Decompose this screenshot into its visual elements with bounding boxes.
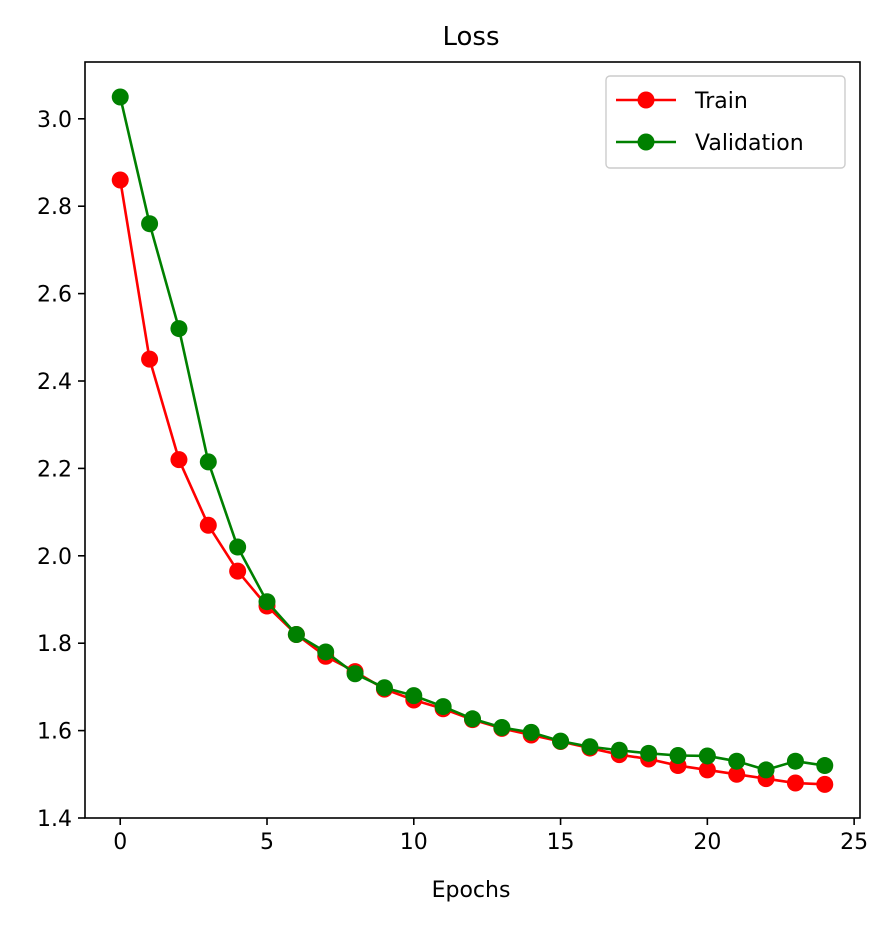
data-point-validation [552,732,570,750]
y-tick-label: 2.0 [37,545,72,570]
data-point-train [816,775,834,793]
data-point-validation [816,757,834,775]
data-point-validation [728,752,746,770]
data-point-train [786,774,804,792]
data-point-validation [111,88,129,106]
data-point-validation [375,679,393,697]
x-tick-label: 20 [693,830,721,855]
data-point-train [111,171,129,189]
y-tick-label: 2.4 [37,370,72,395]
data-point-validation [170,320,188,338]
y-tick-label: 1.6 [37,720,72,745]
plot-area: 0 5 10 15 20 25 1.4 1.6 1.8 2.0 2.2 2.4 2.6 2.8 3.0 Tra… [37,61,868,855]
y-tick-label: 1.8 [37,632,72,657]
data-point-validation [434,698,452,716]
legend-marker-validation [637,133,655,151]
data-point-validation [493,719,511,737]
data-point-train [229,562,247,580]
y-tick-label: 2.8 [37,195,72,220]
data-point-train [698,761,716,779]
data-point-validation [199,453,217,471]
x-tick-label: 10 [400,830,428,855]
y-tick-label: 1.4 [37,807,72,832]
data-point-validation [346,665,364,683]
data-point-validation [287,625,305,643]
data-point-validation [786,752,804,770]
x-tick-label: 15 [547,830,575,855]
data-point-validation [317,643,335,661]
data-point-validation [258,593,276,611]
data-point-train [170,451,188,469]
data-point-validation [757,761,775,779]
data-point-validation [141,215,159,233]
data-point-validation [640,744,658,762]
y-tick-label: 3.0 [37,108,72,133]
data-point-validation [669,747,687,765]
x-tick-label: 25 [840,830,868,855]
data-point-validation [464,710,481,728]
data-point-train [141,350,159,368]
legend-label-validation: Validation [695,131,804,156]
x-axis-label: Epochs [432,878,511,903]
data-point-validation [581,738,599,756]
x-tick-label: 5 [260,830,274,855]
legend-marker-train [637,91,655,109]
y-tick-label: 2.6 [37,283,72,308]
legend-label-train: Train [694,89,748,114]
plot-frame [84,61,861,819]
chart-title: Loss [442,22,499,52]
data-point-validation [405,687,423,705]
x-tick-label: 0 [113,830,127,855]
data-point-validation [522,723,540,741]
data-point-validation [229,538,247,556]
data-point-validation [610,741,628,759]
y-tick-label: 2.2 [37,457,72,482]
data-point-train [728,765,746,783]
data-point-train [199,516,217,534]
data-point-validation [698,747,716,765]
